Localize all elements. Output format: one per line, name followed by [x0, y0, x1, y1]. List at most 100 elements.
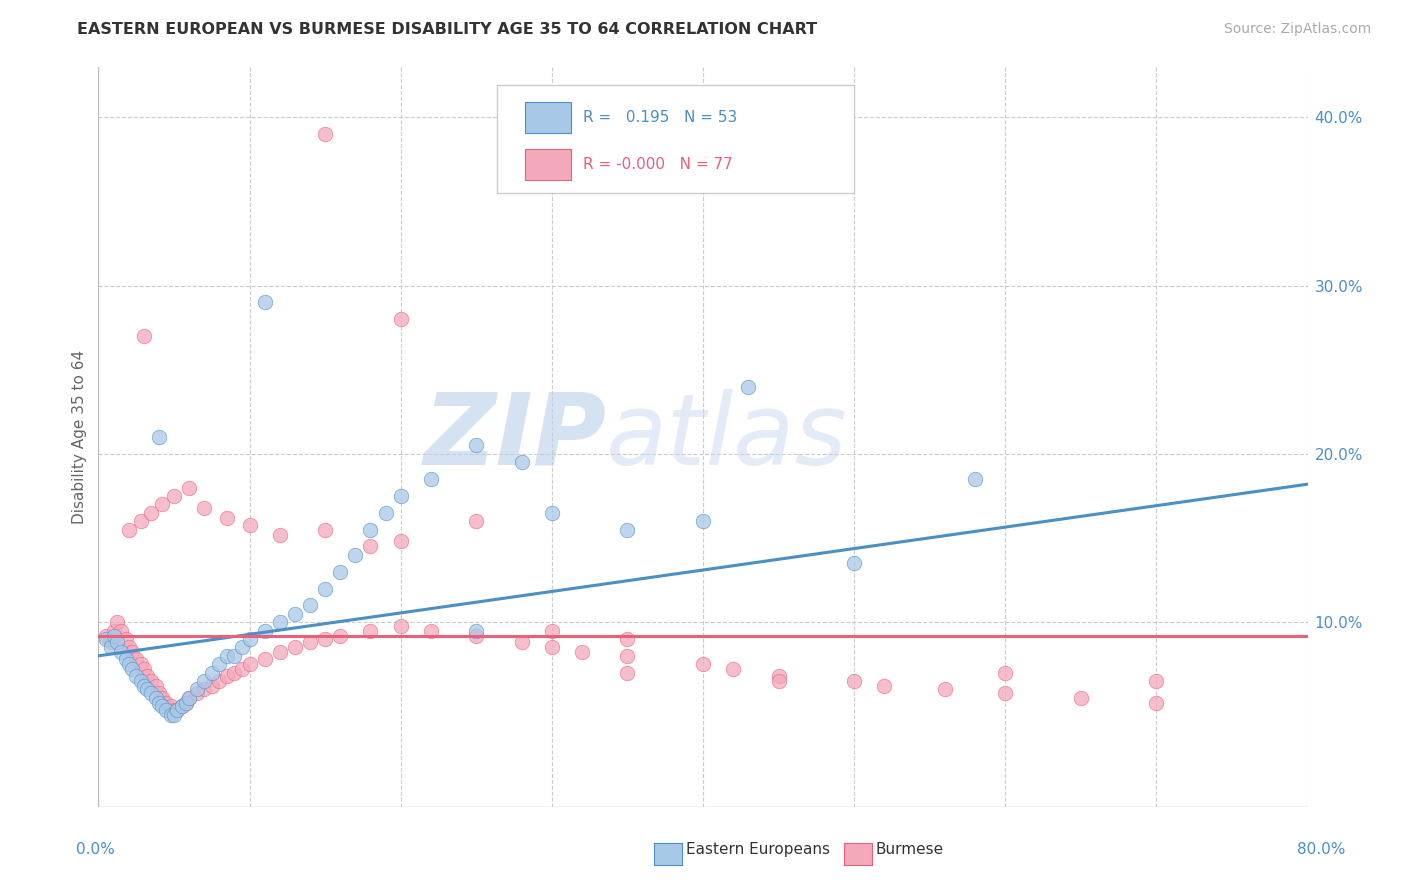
Point: [118, 523, 141, 537]
Point: [269, 527, 291, 541]
Point: [148, 696, 170, 710]
Point: [160, 699, 183, 714]
Point: [132, 679, 155, 693]
Point: [253, 652, 276, 666]
Text: 80.0%: 80.0%: [1298, 842, 1346, 856]
Point: [239, 517, 262, 532]
Point: [145, 690, 167, 705]
Point: [389, 534, 412, 549]
Point: [965, 472, 987, 486]
Point: [179, 481, 201, 495]
Point: [201, 665, 224, 680]
Point: [420, 472, 443, 486]
Point: [571, 645, 593, 659]
Point: [121, 662, 143, 676]
Point: [129, 674, 152, 689]
Point: [465, 624, 488, 638]
Point: [135, 669, 157, 683]
Text: Burmese: Burmese: [876, 842, 943, 856]
Point: [1144, 674, 1167, 689]
Point: [129, 657, 152, 672]
Point: [125, 652, 148, 666]
Point: [540, 506, 562, 520]
Point: [768, 669, 790, 683]
Point: [170, 699, 193, 714]
Point: [100, 640, 122, 655]
Point: [299, 599, 322, 613]
Point: [193, 682, 215, 697]
Point: [360, 523, 382, 537]
Text: R = -0.000   N = 77: R = -0.000 N = 77: [583, 157, 733, 172]
Point: [723, 662, 745, 676]
Point: [105, 635, 128, 649]
Point: [163, 707, 186, 722]
Point: [201, 679, 224, 693]
Point: [314, 582, 336, 596]
Point: [389, 489, 412, 503]
Text: ZIP: ZIP: [423, 389, 606, 485]
Point: [420, 624, 443, 638]
Point: [314, 523, 336, 537]
Point: [163, 703, 186, 717]
Point: [994, 665, 1017, 680]
Point: [100, 635, 122, 649]
Point: [148, 686, 170, 700]
Point: [389, 312, 412, 326]
Point: [239, 632, 262, 646]
Point: [193, 674, 215, 689]
Point: [360, 624, 382, 638]
Point: [1070, 690, 1092, 705]
Point: [148, 430, 170, 444]
Point: [166, 703, 188, 717]
Point: [160, 707, 183, 722]
Point: [121, 645, 143, 659]
Point: [170, 699, 193, 714]
Point: [94, 632, 117, 646]
Point: [114, 632, 136, 646]
Text: 0.0%: 0.0%: [76, 842, 115, 856]
Point: [540, 624, 562, 638]
Point: [231, 662, 253, 676]
Point: [616, 632, 638, 646]
Point: [314, 127, 336, 141]
Point: [150, 497, 173, 511]
Point: [141, 506, 163, 520]
Point: [224, 665, 246, 680]
Point: [344, 548, 367, 562]
Point: [215, 511, 238, 525]
Point: [389, 618, 412, 632]
Point: [103, 629, 125, 643]
Point: [269, 645, 291, 659]
Point: [150, 699, 173, 714]
Point: [253, 624, 276, 638]
Point: [114, 652, 136, 666]
Point: [510, 635, 533, 649]
Point: [540, 640, 562, 655]
Point: [145, 679, 167, 693]
Point: [231, 640, 253, 655]
Point: [284, 607, 307, 621]
Point: [844, 556, 866, 570]
Point: [141, 686, 163, 700]
Point: [360, 540, 382, 554]
Point: [174, 696, 197, 710]
Point: [692, 657, 714, 672]
Point: [374, 506, 396, 520]
Point: [329, 629, 352, 643]
Point: [314, 632, 336, 646]
Point: [768, 674, 790, 689]
Point: [844, 674, 866, 689]
FancyBboxPatch shape: [498, 86, 855, 193]
Point: [179, 690, 201, 705]
Point: [692, 514, 714, 528]
Bar: [526, 102, 571, 133]
Point: [616, 523, 638, 537]
Point: [150, 690, 173, 705]
Point: [125, 669, 148, 683]
Point: [103, 624, 125, 638]
Point: [269, 615, 291, 630]
Point: [155, 696, 177, 710]
Point: [873, 679, 896, 693]
Point: [224, 648, 246, 663]
Point: [465, 438, 488, 452]
